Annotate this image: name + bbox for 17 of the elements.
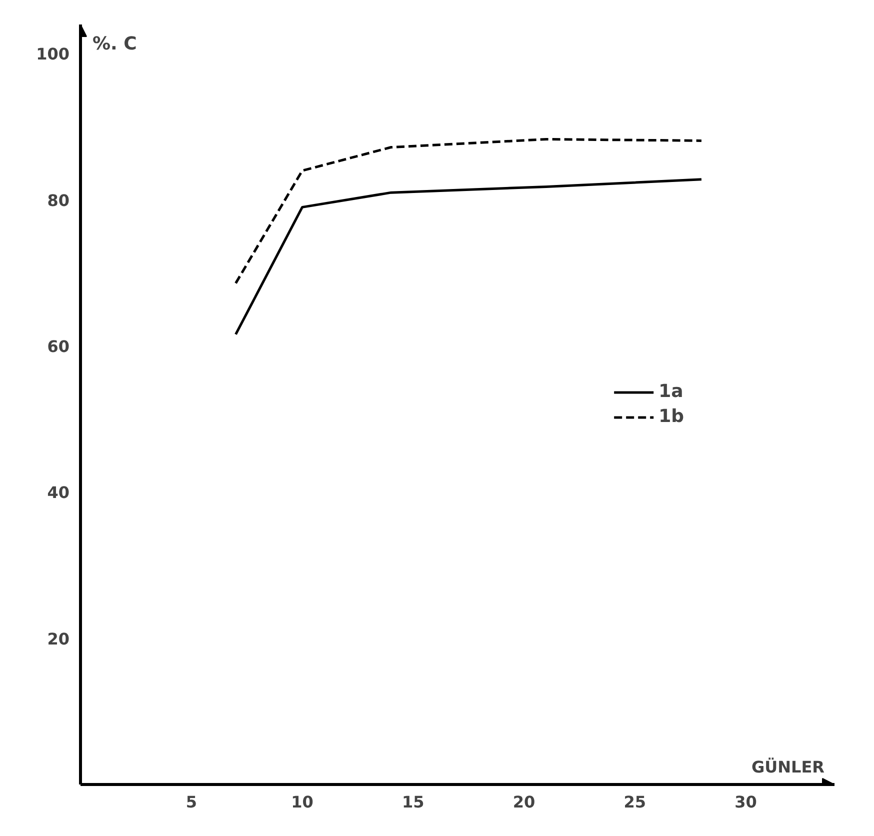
legend-label: 1a <box>658 381 684 402</box>
x-tick-label: 15 <box>402 792 424 812</box>
line-series <box>234 178 703 336</box>
line-series <box>234 138 703 284</box>
x-tick-label: 25 <box>624 792 646 812</box>
y-tick-label: 40 <box>47 483 70 502</box>
x-tick-label: 20 <box>512 792 536 812</box>
legend-label: 1b <box>658 406 684 427</box>
y-tick-label: 100 <box>36 44 70 64</box>
y-axis-title: %. C <box>92 34 137 54</box>
x-axis-title: GÜNLER <box>752 758 825 776</box>
y-tick-label: 60 <box>47 337 70 356</box>
y-tick-label: 20 <box>47 629 70 648</box>
x-tick-label: 10 <box>291 792 314 812</box>
y-tick-label: 80 <box>47 190 70 210</box>
x-tick-label: 30 <box>734 792 757 812</box>
x-tick-label: 5 <box>186 792 197 812</box>
